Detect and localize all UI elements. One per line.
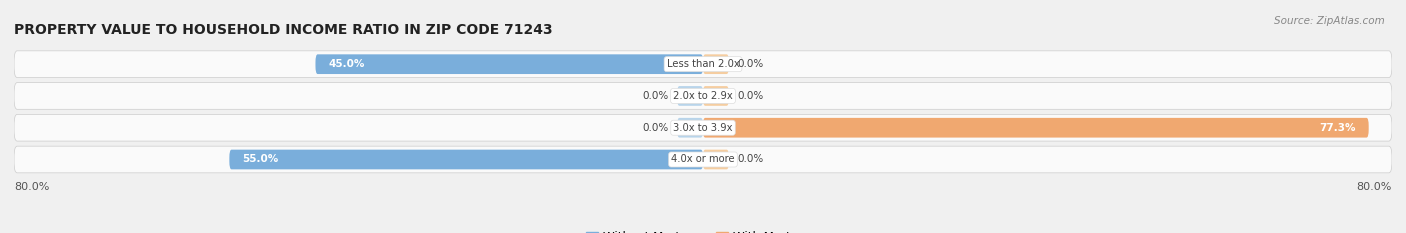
Legend: Without Mortgage, With Mortgage: Without Mortgage, With Mortgage (581, 226, 825, 233)
FancyBboxPatch shape (678, 118, 703, 137)
FancyBboxPatch shape (14, 146, 1392, 173)
FancyBboxPatch shape (14, 83, 1392, 109)
Text: Source: ZipAtlas.com: Source: ZipAtlas.com (1274, 16, 1385, 26)
FancyBboxPatch shape (14, 114, 1392, 141)
FancyBboxPatch shape (703, 150, 728, 169)
Text: 3.0x to 3.9x: 3.0x to 3.9x (673, 123, 733, 133)
FancyBboxPatch shape (703, 86, 728, 106)
Text: 0.0%: 0.0% (738, 154, 763, 164)
Text: 45.0%: 45.0% (329, 59, 364, 69)
Text: 4.0x or more: 4.0x or more (671, 154, 735, 164)
Text: 0.0%: 0.0% (643, 91, 669, 101)
Text: Less than 2.0x: Less than 2.0x (666, 59, 740, 69)
Text: 77.3%: 77.3% (1319, 123, 1355, 133)
FancyBboxPatch shape (14, 51, 1392, 78)
FancyBboxPatch shape (703, 54, 728, 74)
Text: PROPERTY VALUE TO HOUSEHOLD INCOME RATIO IN ZIP CODE 71243: PROPERTY VALUE TO HOUSEHOLD INCOME RATIO… (14, 23, 553, 37)
Text: 55.0%: 55.0% (242, 154, 278, 164)
Text: 2.0x to 2.9x: 2.0x to 2.9x (673, 91, 733, 101)
Text: 80.0%: 80.0% (1357, 182, 1392, 192)
Text: 80.0%: 80.0% (14, 182, 49, 192)
FancyBboxPatch shape (678, 86, 703, 106)
FancyBboxPatch shape (315, 54, 703, 74)
FancyBboxPatch shape (703, 118, 1368, 137)
FancyBboxPatch shape (229, 150, 703, 169)
Text: 0.0%: 0.0% (643, 123, 669, 133)
Text: 0.0%: 0.0% (738, 91, 763, 101)
Text: 0.0%: 0.0% (738, 59, 763, 69)
